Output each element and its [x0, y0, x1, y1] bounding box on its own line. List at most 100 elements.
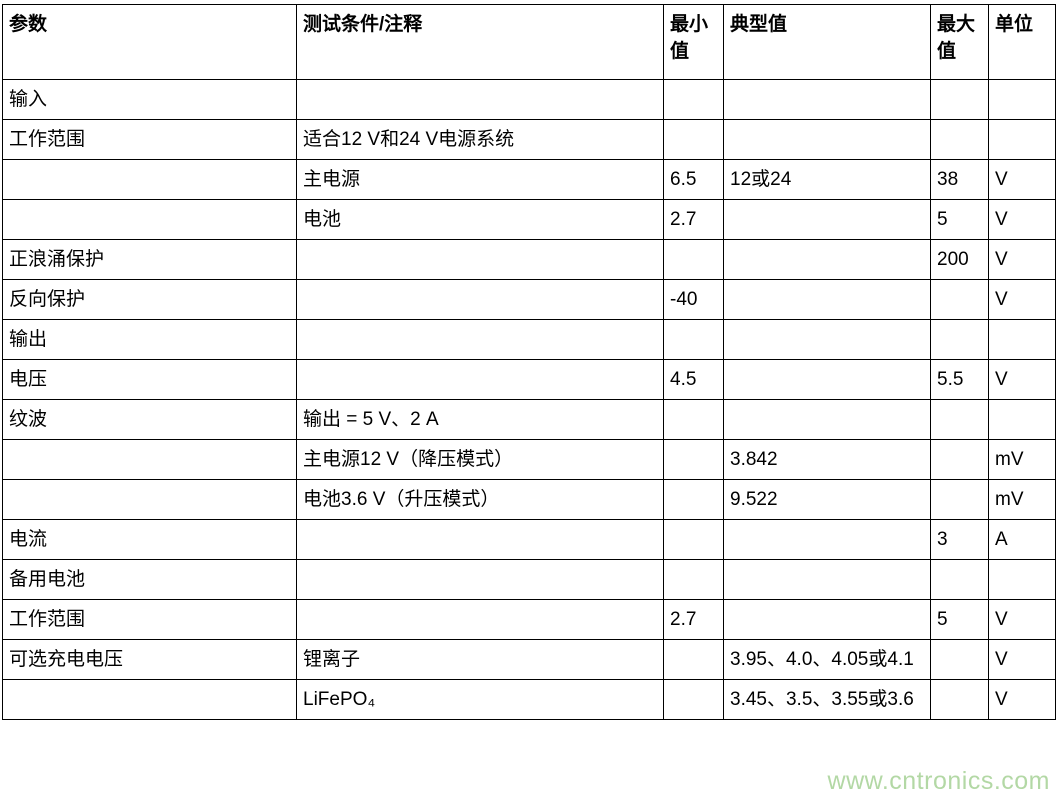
- cell-condition: [296, 79, 664, 120]
- cell-condition: 主电源12 V（降压模式）: [296, 439, 664, 480]
- cell-max: [930, 439, 989, 480]
- table-row: 反向保护 -40 V: [2, 279, 1056, 320]
- cell-max: 200: [930, 239, 989, 280]
- cell-max: [930, 479, 989, 520]
- cell-typical: [723, 279, 931, 320]
- table-row: 工作范围 适合12 V和24 V电源系统: [2, 119, 1056, 160]
- cell-param: 电流: [2, 519, 297, 560]
- col-header-min: 最小值: [663, 4, 724, 80]
- cell-unit: mV: [988, 439, 1056, 480]
- cell-param: [2, 479, 297, 520]
- cell-condition: [296, 319, 664, 360]
- cell-typical: 3.45、3.5、3.55或3.6: [723, 679, 931, 720]
- cell-condition: 适合12 V和24 V电源系统: [296, 119, 664, 160]
- cell-min: [663, 239, 724, 280]
- cell-max: [930, 79, 989, 120]
- cell-param: [2, 199, 297, 240]
- cell-min: [663, 559, 724, 600]
- cell-unit: V: [988, 599, 1056, 640]
- cell-condition: 主电源: [296, 159, 664, 200]
- cell-typical: 12或24: [723, 159, 931, 200]
- cell-param: 电压: [2, 359, 297, 400]
- cell-unit: [988, 559, 1056, 600]
- col-header-unit: 单位: [988, 4, 1056, 80]
- cell-min: [663, 519, 724, 560]
- cell-unit: V: [988, 199, 1056, 240]
- cell-param: 正浪涌保护: [2, 239, 297, 280]
- cell-typical: 9.522: [723, 479, 931, 520]
- cell-unit: [988, 399, 1056, 440]
- cell-typical: 3.842: [723, 439, 931, 480]
- cell-param: 工作范围: [2, 119, 297, 160]
- table-row: 输出: [2, 319, 1056, 360]
- cell-min: 4.5: [663, 359, 724, 400]
- cell-min: 2.7: [663, 199, 724, 240]
- table-row: 备用电池: [2, 559, 1056, 600]
- cell-unit: V: [988, 239, 1056, 280]
- cell-condition: [296, 599, 664, 640]
- cell-max: 5: [930, 199, 989, 240]
- cell-condition: 锂离子: [296, 639, 664, 680]
- table-row: 主电源12 V（降压模式） 3.842 mV: [2, 439, 1056, 480]
- cell-unit: V: [988, 639, 1056, 680]
- cell-condition: LiFePO₄: [296, 679, 664, 720]
- table-row: 电池 2.7 5 V: [2, 199, 1056, 240]
- cell-min: [663, 119, 724, 160]
- col-header-max: 最大值: [930, 4, 989, 80]
- cell-condition: [296, 519, 664, 560]
- cell-typical: [723, 79, 931, 120]
- cell-max: 5.5: [930, 359, 989, 400]
- cell-condition: [296, 239, 664, 280]
- cell-min: -40: [663, 279, 724, 320]
- cell-typical: [723, 399, 931, 440]
- table-row: 可选充电电压 锂离子 3.95、4.0、4.05或4.1 V: [2, 639, 1056, 680]
- cell-unit: V: [988, 279, 1056, 320]
- cell-condition: 电池: [296, 199, 664, 240]
- cell-param: 工作范围: [2, 599, 297, 640]
- header-row: 参数 测试条件/注释 最小值 典型值 最大值 单位: [2, 4, 1056, 80]
- cell-max: 5: [930, 599, 989, 640]
- cell-min: [663, 639, 724, 680]
- cell-param: 输出: [2, 319, 297, 360]
- col-header-param: 参数: [2, 4, 297, 80]
- cell-condition: [296, 359, 664, 400]
- cell-unit: V: [988, 359, 1056, 400]
- cell-max: [930, 399, 989, 440]
- cell-typical: [723, 559, 931, 600]
- cell-unit: mV: [988, 479, 1056, 520]
- table-row: 纹波 输出 = 5 V、2 A: [2, 399, 1056, 440]
- cell-max: [930, 559, 989, 600]
- cell-param: [2, 159, 297, 200]
- table-row: 电压 4.5 5.5 V: [2, 359, 1056, 400]
- cell-typical: [723, 119, 931, 160]
- cell-typical: [723, 359, 931, 400]
- table-row: 电流 3 A: [2, 519, 1056, 560]
- cell-max: [930, 279, 989, 320]
- cell-max: [930, 639, 989, 680]
- cell-unit: A: [988, 519, 1056, 560]
- cell-min: 6.5: [663, 159, 724, 200]
- cell-max: [930, 679, 989, 720]
- cell-condition: [296, 559, 664, 600]
- cell-unit: [988, 119, 1056, 160]
- cell-max: 38: [930, 159, 989, 200]
- cell-typical: [723, 199, 931, 240]
- cell-typical: [723, 239, 931, 280]
- cell-typical: [723, 599, 931, 640]
- cell-condition: [296, 279, 664, 320]
- cell-min: [663, 439, 724, 480]
- cell-param: [2, 679, 297, 720]
- table-row: 正浪涌保护 200 V: [2, 239, 1056, 280]
- spec-table: 参数 测试条件/注释 最小值 典型值 最大值 单位 输入 工作范围 适合12 V…: [2, 4, 1056, 720]
- table-row: 工作范围 2.7 5 V: [2, 599, 1056, 640]
- cell-unit: [988, 319, 1056, 360]
- cell-param: 备用电池: [2, 559, 297, 600]
- cell-max: [930, 119, 989, 160]
- cell-param: 输入: [2, 79, 297, 120]
- table-row: 输入: [2, 79, 1056, 120]
- cell-typical: [723, 519, 931, 560]
- cell-param: 纹波: [2, 399, 297, 440]
- table-row: 主电源 6.5 12或24 38 V: [2, 159, 1056, 200]
- table-row: 电池3.6 V（升压模式） 9.522 mV: [2, 479, 1056, 520]
